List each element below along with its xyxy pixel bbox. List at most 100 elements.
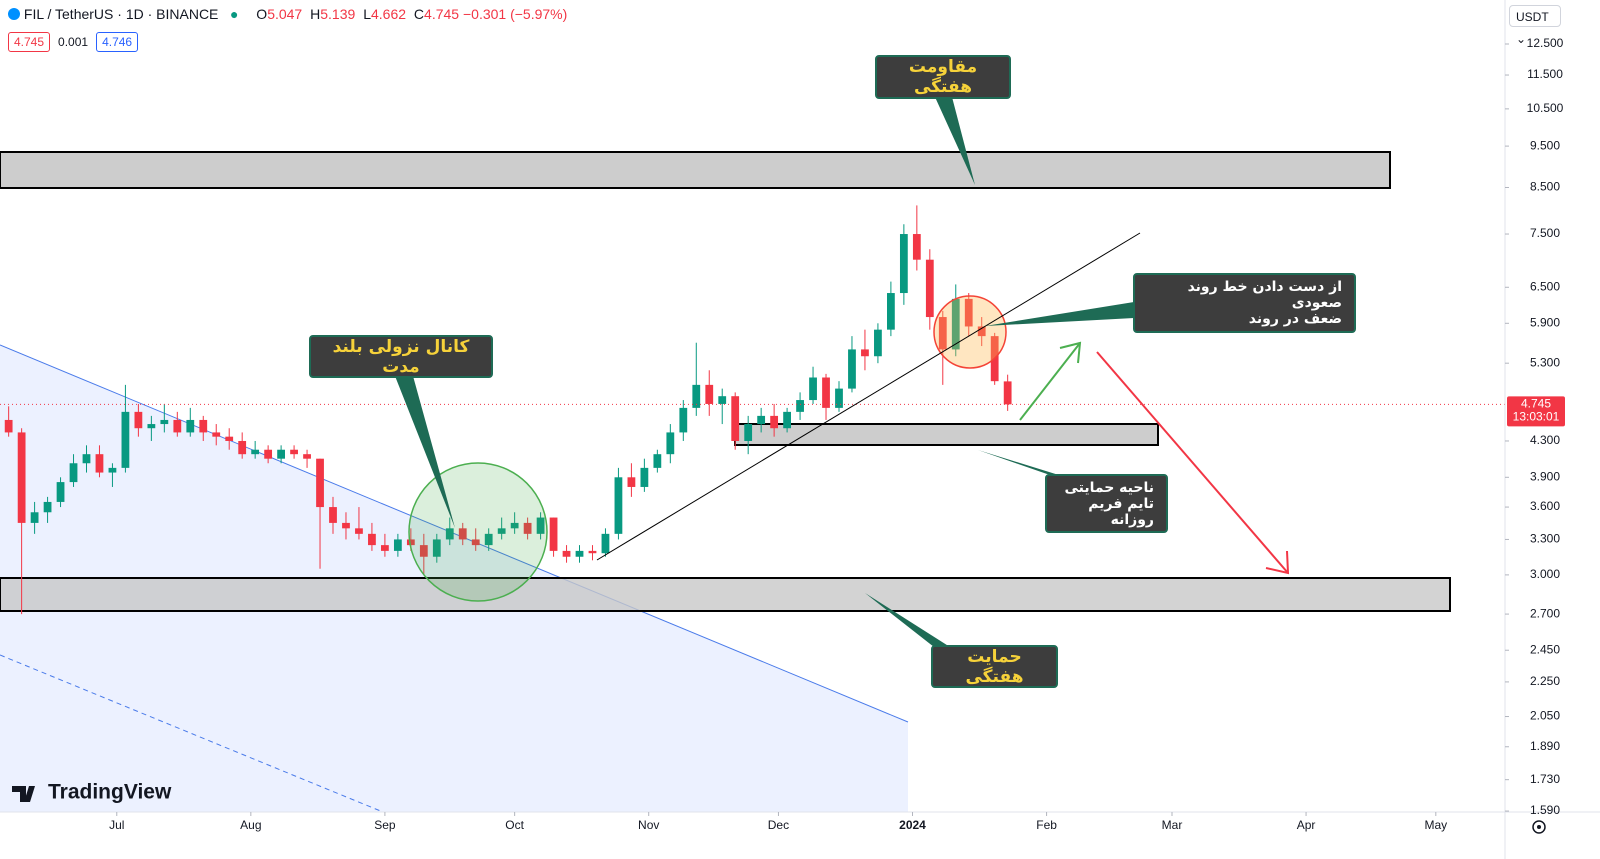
annotation-text: از دست دادن خط روند صعودی	[1187, 279, 1342, 311]
symbol: FIL / TetherUS · 1D · BINANCE	[23, 6, 219, 22]
annotation: کانال نزولی بلند مدت	[309, 335, 493, 378]
y-tick-label: 1.590	[1530, 803, 1560, 817]
annotation: مقاومت هفتگی	[875, 55, 1011, 99]
quote-bar: 4.745 0.001 4.746	[8, 32, 139, 52]
x-tick-label: 2024	[899, 818, 926, 832]
y-tick-label: 3.000	[1530, 567, 1560, 581]
ohlc-value: 4.662	[370, 6, 407, 22]
channel-line-dashed	[0, 654, 384, 813]
candle-body	[731, 396, 740, 441]
annotation: از دست دادن خط روند صعودی ضعف در روند	[1133, 273, 1356, 333]
y-tick-label: 5.900	[1530, 315, 1560, 329]
currency-select[interactable]: USDT ⌄	[1509, 5, 1561, 46]
candle-body	[458, 528, 467, 540]
x-tick-label: Oct	[505, 818, 524, 832]
candle-body	[925, 259, 934, 318]
candle-body	[69, 463, 78, 483]
candle-body	[1003, 381, 1012, 405]
y-tick-label: 3.300	[1530, 532, 1560, 546]
ohlc-key: H	[310, 6, 321, 22]
candle-body	[848, 349, 856, 389]
candle-body	[225, 436, 234, 441]
candle-body	[264, 449, 273, 459]
candle-body	[134, 411, 143, 429]
last-price-label: 4.745	[1521, 397, 1551, 411]
candle-body	[653, 454, 662, 468]
y-tick-label: 8.500	[1530, 180, 1560, 194]
change: −0.301 (−5.97%)	[462, 6, 568, 22]
annotation: حمایت هفتگی	[931, 645, 1058, 688]
y-tick-label: 1.730	[1530, 772, 1560, 786]
candle-body	[614, 477, 623, 534]
candle-body	[406, 539, 415, 546]
x-tick-label: Dec	[768, 818, 789, 832]
spread: 0.001	[58, 35, 89, 49]
candle-body	[17, 432, 26, 523]
candle-body	[199, 419, 208, 433]
candle-body	[899, 234, 908, 294]
ohlc-value: 4.745	[424, 6, 460, 22]
candle-body	[432, 539, 441, 557]
candle-body	[549, 517, 558, 551]
candle-body	[251, 449, 260, 455]
status-dot: ●	[222, 6, 243, 22]
highlight-circle	[933, 295, 1007, 369]
candle-body	[277, 449, 285, 459]
symbol-header: FIL / TetherUS · 1D · BINANCE ● O5.047 H…	[8, 6, 567, 22]
y-tick-label: 2.450	[1530, 642, 1560, 656]
candle-body	[186, 419, 195, 433]
y-tick-label: 1.890	[1530, 739, 1560, 753]
candle-body	[977, 326, 986, 337]
candle-body	[290, 449, 298, 455]
candle-body	[160, 419, 169, 425]
y-tick-label: 2.700	[1530, 606, 1560, 620]
ohlc-value: 5.047	[267, 6, 303, 22]
candle-body	[445, 528, 454, 540]
candle-body	[316, 458, 324, 508]
y-tick-label: 3.900	[1530, 469, 1560, 483]
x-tick-label: Aug	[240, 818, 261, 832]
x-tick-label: Jul	[109, 818, 124, 832]
y-tick-label: 3.600	[1530, 499, 1560, 513]
candle-body	[56, 482, 65, 502]
candle-body	[575, 550, 584, 557]
annotation-text: تایم فریم روزانه	[1088, 495, 1154, 528]
candle-body	[419, 545, 428, 557]
candle-body	[562, 550, 571, 557]
candle-body	[640, 467, 649, 487]
bid[interactable]: 4.745	[8, 32, 51, 52]
x-tick-label: Mar	[1162, 818, 1183, 832]
symbol-icon	[8, 8, 20, 20]
candle-body	[588, 550, 597, 554]
annotation-text: حمایت هفتگی	[965, 646, 1024, 687]
y-tick-label: 4.300	[1530, 433, 1560, 447]
candle-body	[393, 539, 402, 551]
candle-body	[82, 454, 91, 464]
ohlc-key: O	[256, 6, 268, 22]
candle-body	[121, 411, 130, 468]
x-tick-label: Apr	[1297, 818, 1316, 832]
candle-body	[951, 298, 960, 350]
candle-body	[770, 415, 779, 429]
candle-body	[355, 528, 363, 534]
x-tick-label: Nov	[638, 818, 659, 832]
candle-body	[718, 396, 727, 404]
candle-body	[147, 424, 156, 429]
candle-body	[679, 407, 688, 433]
watermark-text: TradingView	[48, 781, 172, 804]
ohlc-value: 5.139	[320, 6, 356, 22]
x-tick-label: May	[1424, 818, 1447, 832]
candle-body	[809, 377, 817, 401]
candle-body	[484, 533, 493, 546]
ask[interactable]: 4.746	[96, 32, 139, 52]
candle-body	[861, 349, 869, 357]
ohlc-key: C	[413, 6, 425, 22]
settings-icon[interactable]	[1532, 820, 1546, 834]
annotation-text: ناحیه حمایتی	[1064, 479, 1154, 496]
candle-body	[692, 384, 701, 408]
candle-body	[912, 234, 921, 260]
ohlc-key: L	[363, 6, 371, 22]
support-zone-daily	[734, 423, 1159, 446]
